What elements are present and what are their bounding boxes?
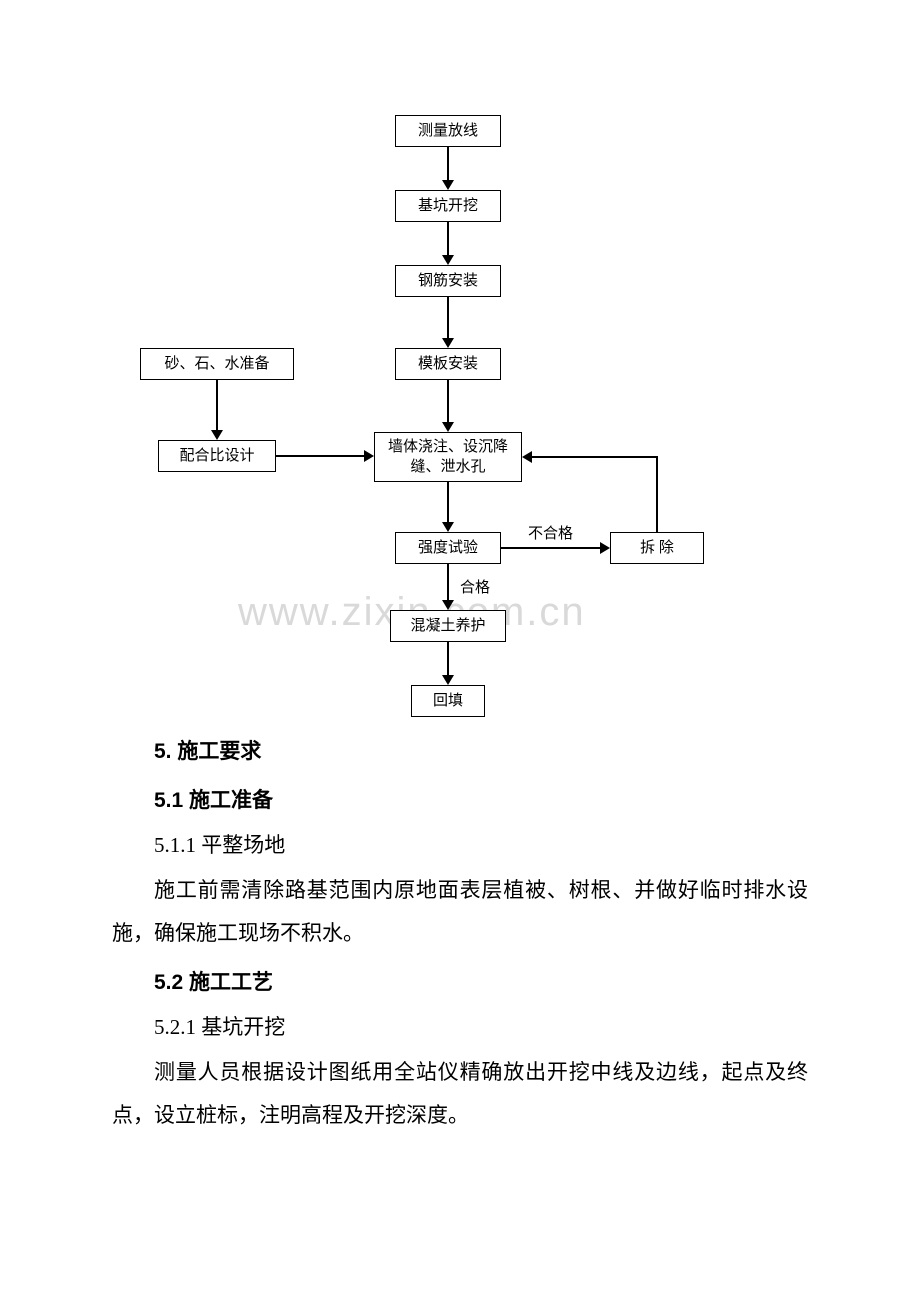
node-materials: 砂、石、水准备 — [140, 348, 294, 380]
arrowhead — [442, 422, 454, 432]
node-cure: 混凝土养护 — [390, 610, 506, 642]
edge — [656, 456, 658, 532]
label-fail: 不合格 — [528, 522, 573, 543]
heading-5-1: 5.1 施工准备 — [112, 779, 808, 822]
edge — [447, 147, 449, 181]
node-demolish: 拆 除 — [610, 532, 704, 564]
arrowhead — [442, 180, 454, 190]
arrowhead — [522, 451, 532, 463]
edge — [447, 642, 449, 676]
arrowhead — [442, 675, 454, 685]
arrowhead — [442, 522, 454, 532]
flowchart: www.zixin.com.cn 测量放线 基坑开挖 钢筋安装 模板安装 墙体浇… — [0, 0, 920, 680]
node-measure: 测量放线 — [395, 115, 501, 147]
label-pass: 合格 — [460, 576, 490, 597]
heading-5: 5. 施工要求 — [112, 730, 808, 773]
para-text: 测量人员根据设计图纸用全站仪精确放出开挖中线及边线，起点及终点，设立桩标，注明高… — [112, 1060, 808, 1127]
para-5-1-1-body: 施工前需清除路基范围内原地面表层植被、树根、并做好临时排水设施，确保施工现场不积… — [112, 869, 808, 955]
edge — [447, 564, 449, 601]
node-backfill: 回填 — [411, 685, 485, 717]
heading-5-2: 5.2 施工工艺 — [112, 961, 808, 1004]
arrowhead — [364, 450, 374, 462]
document-body: 5. 施工要求 5.1 施工准备 5.1.1 平整场地 施工前需清除路基范围内原… — [0, 730, 920, 1137]
edge — [447, 380, 449, 423]
para-5-2-1-body: 测量人员根据设计图纸用全站仪精确放出开挖中线及边线，起点及终点，设立桩标，注明高… — [112, 1051, 808, 1137]
para-5-1-1: 5.1.1 平整场地 — [112, 824, 808, 867]
arrowhead — [442, 600, 454, 610]
arrowhead — [600, 542, 610, 554]
edge — [501, 547, 600, 549]
edge — [532, 456, 658, 458]
edge — [447, 297, 449, 339]
para-5-2-1: 5.2.1 基坑开挖 — [112, 1006, 808, 1049]
edge — [447, 482, 449, 523]
node-formwork: 模板安装 — [395, 348, 501, 380]
node-rebar: 钢筋安装 — [395, 265, 501, 297]
edge — [216, 380, 218, 431]
node-strength: 强度试验 — [395, 532, 501, 564]
edge — [276, 455, 364, 457]
node-mix: 配合比设计 — [158, 440, 276, 472]
arrowhead — [442, 338, 454, 348]
node-pour: 墙体浇注、设沉降缝、泄水孔 — [374, 432, 522, 482]
node-excavate: 基坑开挖 — [395, 190, 501, 222]
arrowhead — [442, 255, 454, 265]
edge — [447, 222, 449, 256]
arrowhead — [211, 430, 223, 440]
para-text: 施工前需清除路基范围内原地面表层植被、树根、并做好临时排水设施，确保施工现场不积… — [112, 878, 808, 945]
